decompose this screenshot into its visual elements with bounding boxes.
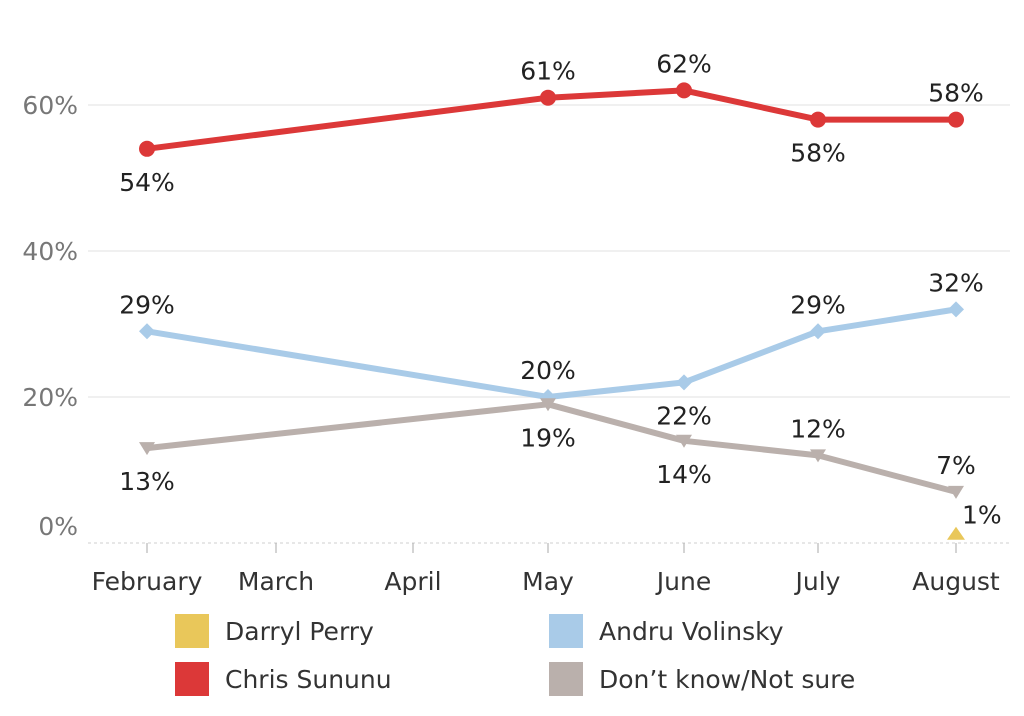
y-tick-label: 40%: [22, 237, 78, 266]
data-label: 19%: [520, 423, 576, 452]
x-tick-label: May: [522, 567, 574, 596]
x-axis: February March April May June July August: [92, 543, 1000, 596]
data-label: 58%: [790, 139, 846, 168]
data-label: 7%: [936, 451, 976, 480]
data-point-marker: [948, 301, 964, 318]
data-label: 54%: [119, 168, 175, 197]
data-label: 12%: [790, 414, 846, 443]
data-point-marker: [139, 323, 155, 340]
data-label: 22%: [656, 401, 712, 430]
x-tick-label: August: [912, 567, 1000, 596]
data-label: 14%: [656, 460, 712, 489]
data-label: 62%: [656, 49, 712, 78]
y-tick-label: 20%: [22, 383, 78, 412]
data-label: 32%: [928, 268, 984, 297]
y-tick-label: 60%: [22, 91, 78, 120]
data-labels: 54% 61% 62% 58% 58% 29% 20% 22% 29% 32% 13% 19% 14% 1…: [119, 49, 1001, 529]
data-point-marker: [947, 526, 965, 540]
data-point-marker: [540, 89, 556, 106]
data-label: 61%: [520, 57, 576, 86]
data-point-marker: [948, 485, 964, 499]
data-label: 20%: [520, 356, 576, 385]
data-point-marker: [676, 374, 692, 391]
data-point-marker: [948, 111, 964, 128]
x-tick-label: March: [238, 567, 314, 596]
data-point-marker: [810, 449, 826, 463]
series-markers: [139, 82, 965, 540]
data-point-marker: [810, 111, 826, 128]
data-label: 13%: [119, 467, 175, 496]
data-point-marker: [540, 398, 556, 412]
data-point-marker: [139, 140, 155, 157]
x-tick-label: February: [92, 567, 203, 596]
data-point-marker: [676, 82, 692, 99]
data-label: 29%: [790, 290, 846, 319]
data-label: 29%: [119, 290, 175, 319]
data-point-marker: [676, 434, 692, 448]
x-tick-label: July: [794, 567, 841, 596]
y-axis: 0% 20% 40% 60%: [22, 91, 78, 541]
data-label: 1%: [962, 501, 1002, 530]
data-point-marker: [810, 323, 826, 340]
x-tick-label: June: [655, 567, 711, 596]
x-tick-label: April: [384, 567, 441, 596]
data-label: 58%: [928, 79, 984, 108]
data-point-marker: [139, 442, 155, 456]
y-tick-label: 0%: [38, 512, 78, 541]
